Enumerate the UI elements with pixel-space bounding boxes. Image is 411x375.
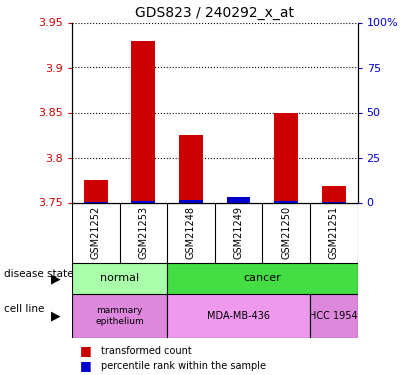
Text: GSM21248: GSM21248 [186,206,196,259]
Text: ■: ■ [80,344,92,357]
Text: HCC 1954: HCC 1954 [309,311,358,321]
Text: disease state: disease state [4,268,74,279]
Bar [226,197,250,202]
Text: percentile rank within the sample: percentile rank within the sample [101,361,266,370]
Bar [274,112,298,202]
Bar [310,294,358,338]
Text: GSM21251: GSM21251 [329,206,339,259]
Bar [132,40,155,203]
Bar [167,262,358,294]
Text: GSM21253: GSM21253 [139,206,148,259]
Text: ▶: ▶ [51,309,60,322]
Text: normal: normal [100,273,139,284]
Text: GSM21252: GSM21252 [91,206,101,259]
Bar [72,294,167,338]
Bar [179,200,203,202]
Bar [274,201,298,202]
Text: cell line: cell line [4,304,44,315]
Bar [179,135,203,202]
Bar [84,180,108,203]
Bar [322,186,346,202]
Text: GSM21250: GSM21250 [281,206,291,259]
Bar [132,201,155,202]
Title: GDS823 / 240292_x_at: GDS823 / 240292_x_at [135,6,294,20]
Text: MDA-MB-436: MDA-MB-436 [207,311,270,321]
Text: GSM21249: GSM21249 [233,206,244,259]
Text: cancer: cancer [243,273,281,284]
Bar [72,262,167,294]
Text: transformed count: transformed count [101,346,192,355]
Text: mammary
epithelium: mammary epithelium [95,306,144,326]
Text: ■: ■ [80,359,92,372]
Bar [167,294,310,338]
Text: ▶: ▶ [51,272,60,285]
